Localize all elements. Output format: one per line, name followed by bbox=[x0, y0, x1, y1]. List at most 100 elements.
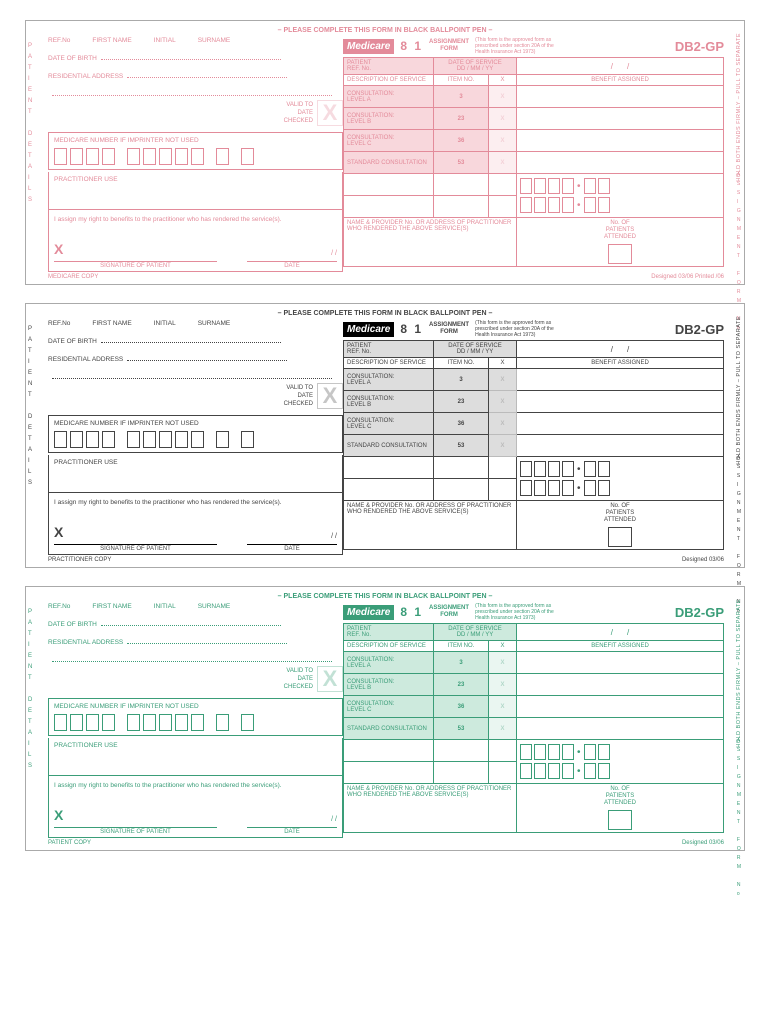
digit-box[interactable] bbox=[127, 431, 140, 448]
amount-box[interactable] bbox=[548, 461, 560, 477]
digit-box[interactable] bbox=[86, 431, 99, 448]
benefit-cell[interactable] bbox=[517, 108, 724, 130]
check-x[interactable]: X bbox=[489, 130, 517, 152]
blank-x[interactable] bbox=[489, 740, 517, 762]
amount-box[interactable] bbox=[548, 197, 560, 213]
amount-box[interactable] bbox=[562, 461, 574, 477]
amount-box[interactable] bbox=[548, 480, 560, 496]
digit-box[interactable] bbox=[216, 148, 229, 165]
digit-box[interactable] bbox=[159, 431, 172, 448]
amount-box[interactable] bbox=[598, 763, 610, 779]
digit-box[interactable] bbox=[143, 714, 156, 731]
check-x[interactable]: X bbox=[489, 718, 517, 740]
amount-box[interactable] bbox=[520, 763, 532, 779]
amount-box[interactable] bbox=[534, 461, 546, 477]
amount-box[interactable] bbox=[584, 744, 596, 760]
digit-box[interactable] bbox=[54, 714, 67, 731]
blank-x[interactable] bbox=[489, 196, 517, 218]
digit-box[interactable] bbox=[143, 431, 156, 448]
benefit-cell[interactable] bbox=[517, 435, 724, 457]
amount-box[interactable] bbox=[598, 744, 610, 760]
amount-box[interactable] bbox=[534, 744, 546, 760]
digit-box[interactable] bbox=[102, 431, 115, 448]
amount-box[interactable] bbox=[598, 461, 610, 477]
amount-box[interactable] bbox=[562, 178, 574, 194]
valid-checkbox[interactable]: X bbox=[317, 383, 343, 409]
blank-item[interactable] bbox=[434, 762, 489, 784]
amount-box[interactable] bbox=[548, 178, 560, 194]
check-x[interactable]: X bbox=[489, 391, 517, 413]
amount-box[interactable] bbox=[598, 197, 610, 213]
blank-desc[interactable] bbox=[344, 740, 434, 762]
digit-box[interactable] bbox=[159, 714, 172, 731]
digit-box[interactable] bbox=[127, 148, 140, 165]
amount-box[interactable] bbox=[562, 744, 574, 760]
amount-box[interactable] bbox=[534, 763, 546, 779]
amount-box[interactable] bbox=[520, 744, 532, 760]
digit-box[interactable] bbox=[86, 714, 99, 731]
amount-box[interactable] bbox=[584, 763, 596, 779]
digit-box[interactable] bbox=[70, 714, 83, 731]
digit-box[interactable] bbox=[175, 431, 188, 448]
check-x[interactable]: X bbox=[489, 696, 517, 718]
benefit-cell[interactable] bbox=[517, 652, 724, 674]
blank-desc[interactable] bbox=[344, 457, 434, 479]
digit-box[interactable] bbox=[143, 148, 156, 165]
digit-box[interactable] bbox=[241, 148, 254, 165]
check-x[interactable]: X bbox=[489, 108, 517, 130]
amount-box[interactable] bbox=[548, 744, 560, 760]
digit-box[interactable] bbox=[175, 714, 188, 731]
amount-box[interactable] bbox=[520, 461, 532, 477]
digit-box[interactable] bbox=[127, 714, 140, 731]
benefit-cell[interactable] bbox=[517, 152, 724, 174]
patients-box[interactable] bbox=[608, 244, 632, 264]
patients-box[interactable] bbox=[608, 527, 632, 547]
check-x[interactable]: X bbox=[489, 413, 517, 435]
date-input[interactable]: // bbox=[520, 345, 720, 354]
digit-box[interactable] bbox=[191, 431, 204, 448]
blank-x[interactable] bbox=[489, 457, 517, 479]
digit-box[interactable] bbox=[70, 431, 83, 448]
digit-box[interactable] bbox=[175, 148, 188, 165]
blank-x[interactable] bbox=[489, 762, 517, 784]
check-x[interactable]: X bbox=[489, 435, 517, 457]
digit-box[interactable] bbox=[216, 431, 229, 448]
amount-box[interactable] bbox=[534, 480, 546, 496]
blank-desc[interactable] bbox=[344, 479, 434, 501]
digit-box[interactable] bbox=[241, 431, 254, 448]
date-input[interactable]: // bbox=[520, 628, 720, 637]
benefit-cell[interactable] bbox=[517, 391, 724, 413]
digit-box[interactable] bbox=[102, 714, 115, 731]
digit-box[interactable] bbox=[102, 148, 115, 165]
patients-box[interactable] bbox=[608, 810, 632, 830]
amount-box[interactable] bbox=[562, 763, 574, 779]
blank-desc[interactable] bbox=[344, 762, 434, 784]
check-x[interactable]: X bbox=[489, 369, 517, 391]
benefit-cell[interactable] bbox=[517, 718, 724, 740]
practitioner-use[interactable]: PRACTITIONER USE bbox=[48, 738, 343, 776]
blank-x[interactable] bbox=[489, 174, 517, 196]
digit-box[interactable] bbox=[159, 148, 172, 165]
blank-item[interactable] bbox=[434, 196, 489, 218]
valid-checkbox[interactable]: X bbox=[317, 100, 343, 126]
amount-box[interactable] bbox=[598, 178, 610, 194]
blank-item[interactable] bbox=[434, 740, 489, 762]
digit-box[interactable] bbox=[191, 148, 204, 165]
amount-box[interactable] bbox=[534, 197, 546, 213]
amount-box[interactable] bbox=[584, 480, 596, 496]
digit-box[interactable] bbox=[86, 148, 99, 165]
blank-item[interactable] bbox=[434, 174, 489, 196]
amount-box[interactable] bbox=[598, 480, 610, 496]
blank-desc[interactable] bbox=[344, 196, 434, 218]
amount-box[interactable] bbox=[584, 197, 596, 213]
amount-box[interactable] bbox=[584, 461, 596, 477]
practitioner-use[interactable]: PRACTITIONER USE bbox=[48, 455, 343, 493]
practitioner-use[interactable]: PRACTITIONER USE bbox=[48, 172, 343, 210]
check-x[interactable]: X bbox=[489, 86, 517, 108]
benefit-cell[interactable] bbox=[517, 696, 724, 718]
blank-item[interactable] bbox=[434, 479, 489, 501]
check-x[interactable]: X bbox=[489, 652, 517, 674]
digit-box[interactable] bbox=[191, 714, 204, 731]
date-input[interactable]: // bbox=[520, 62, 720, 71]
blank-item[interactable] bbox=[434, 457, 489, 479]
